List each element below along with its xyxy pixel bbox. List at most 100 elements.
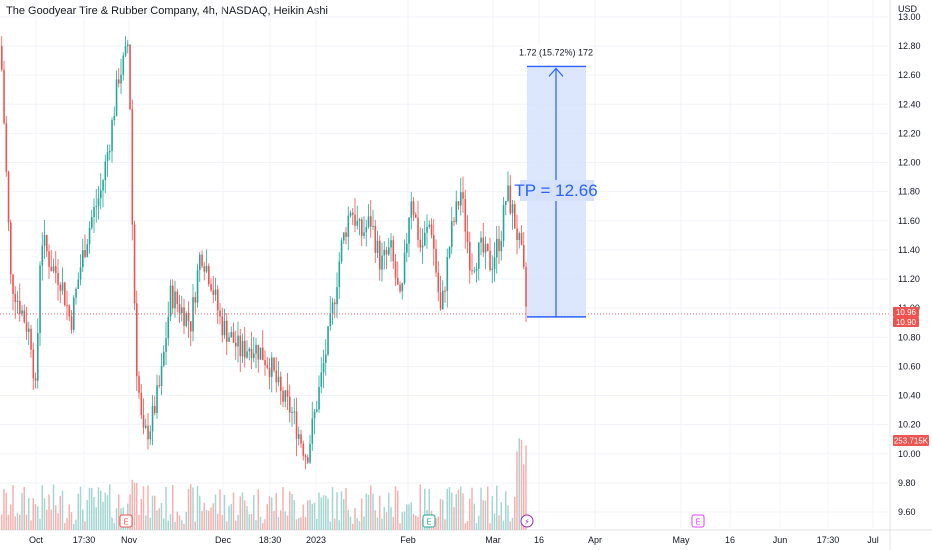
volume-bar: [172, 484, 174, 530]
candle-body: [284, 390, 287, 402]
y-tick-label: 9.60: [898, 507, 916, 517]
candle-body: [518, 233, 521, 241]
x-tick-label: Nov: [121, 535, 138, 545]
candle-body: [318, 386, 320, 410]
candle-body: [219, 310, 221, 317]
volume-bar: [496, 485, 498, 530]
candle-body: [41, 245, 44, 266]
candle-body: [5, 123, 8, 172]
candle-body: [217, 289, 219, 311]
volume-bar: [59, 496, 61, 530]
volume-axis-tag-label: 253.715K: [894, 437, 929, 446]
volume-bar: [482, 500, 484, 530]
volume-bar: [325, 495, 327, 530]
volume-bar: [32, 498, 34, 530]
x-tick-label: 17:30: [817, 535, 840, 545]
candle-body: [460, 192, 462, 206]
candle-body: [100, 190, 102, 199]
volume-bar: [349, 516, 352, 530]
candle-body: [365, 227, 368, 233]
candle-body: [493, 257, 496, 269]
volume-bar: [509, 521, 511, 530]
volume-bar: [358, 521, 361, 530]
currency-label: USD: [898, 4, 918, 14]
candle-body: [424, 232, 426, 246]
candle-body: [511, 204, 514, 214]
volume-bar: [408, 504, 410, 530]
candle-body: [52, 266, 55, 272]
volume-bar: [5, 492, 7, 530]
volume-bar: [163, 518, 165, 530]
candle-body: [46, 235, 48, 252]
chart-title: The Goodyear Tire & Rubber Company, 4h, …: [6, 5, 328, 17]
event-earnings-icon[interactable]: [119, 514, 133, 528]
volume-bar: [390, 507, 392, 530]
volume-bar: [95, 507, 97, 530]
candle-body: [118, 79, 120, 84]
volume-bar: [511, 517, 514, 530]
candle-body: [79, 267, 82, 280]
volume-bar: [203, 502, 205, 530]
y-tick-label: 12.20: [898, 128, 921, 138]
volume-bar: [374, 510, 376, 530]
volume-bar: [502, 520, 505, 530]
volume-bar: [268, 496, 271, 530]
volume-bar: [205, 509, 208, 530]
candle-body: [172, 285, 174, 309]
volume-bar: [3, 488, 5, 530]
candle-body: [343, 232, 345, 241]
event-earnings-icon[interactable]: [691, 514, 705, 528]
volume-bar: [381, 518, 383, 530]
volume-bar: [365, 493, 367, 530]
volume-bar: [340, 491, 343, 530]
volume-bar: [419, 484, 421, 530]
candle-body: [282, 390, 284, 402]
candle-body: [124, 46, 127, 56]
candle-body: [210, 284, 212, 291]
volume-bar: [55, 505, 57, 530]
volume-bar: [133, 482, 136, 530]
volume-bar: [518, 438, 520, 530]
x-tick-label: Oct: [29, 535, 44, 545]
price-axis-tag-label: 10.90: [896, 318, 917, 327]
candle-body: [97, 198, 100, 206]
candle-body: [345, 232, 347, 237]
candle-body: [10, 222, 12, 275]
volume-bar: [100, 490, 102, 530]
volume-bar: [428, 489, 430, 530]
price-axis-tag-label: 10.96: [896, 308, 917, 317]
candle-body: [268, 367, 271, 377]
candle-body: [48, 251, 50, 267]
volume-bar: [226, 521, 228, 530]
candle-body: [95, 205, 98, 208]
event-earnings-icon[interactable]: [422, 514, 436, 528]
volume-bar: [307, 500, 309, 530]
volume-bar: [437, 516, 439, 530]
candle-body: [525, 266, 527, 307]
candle-body: [111, 120, 113, 151]
measure-label: 1.72 (15.72%) 172: [519, 47, 593, 57]
volume-bar: [248, 514, 250, 530]
candle-body: [255, 344, 257, 354]
volume-bar: [82, 509, 84, 530]
x-tick-label: Jun: [773, 535, 788, 545]
volume-bar: [169, 514, 172, 530]
volume-bar: [46, 509, 48, 530]
candle-body: [300, 434, 302, 444]
candle-body: [433, 235, 435, 249]
volume-bar: [295, 519, 298, 530]
volume-bar: [354, 507, 356, 530]
volume-bar: [70, 512, 73, 530]
volume-bar: [214, 494, 217, 530]
candle-body: [457, 201, 460, 206]
event-flash-icon[interactable]: [520, 514, 534, 528]
y-tick-label: 10.40: [898, 391, 921, 401]
volume-bar: [435, 518, 437, 530]
price-axis-tag: [893, 316, 919, 327]
volume-bar: [291, 493, 293, 530]
candle-body: [37, 333, 39, 381]
candle-body: [419, 239, 422, 248]
volume-bar: [282, 487, 284, 530]
candle-body: [221, 316, 224, 336]
